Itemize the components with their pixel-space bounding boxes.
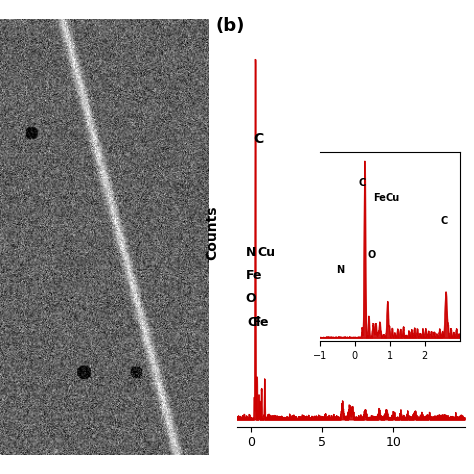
Text: C: C — [358, 178, 365, 188]
Y-axis label: Counts: Counts — [205, 205, 219, 259]
Text: Fe: Fe — [246, 269, 262, 282]
Text: N: N — [336, 265, 344, 275]
Text: (b): (b) — [216, 17, 245, 35]
Text: Fe: Fe — [253, 316, 269, 328]
Text: Cl: Cl — [247, 316, 261, 328]
Text: O: O — [367, 250, 375, 260]
Text: C: C — [440, 216, 448, 226]
Text: O: O — [246, 292, 256, 305]
Text: Fe: Fe — [373, 193, 386, 203]
Text: Cu: Cu — [257, 246, 275, 259]
Text: C: C — [253, 132, 264, 146]
Text: N: N — [246, 246, 256, 259]
Text: Cu: Cu — [385, 193, 400, 203]
